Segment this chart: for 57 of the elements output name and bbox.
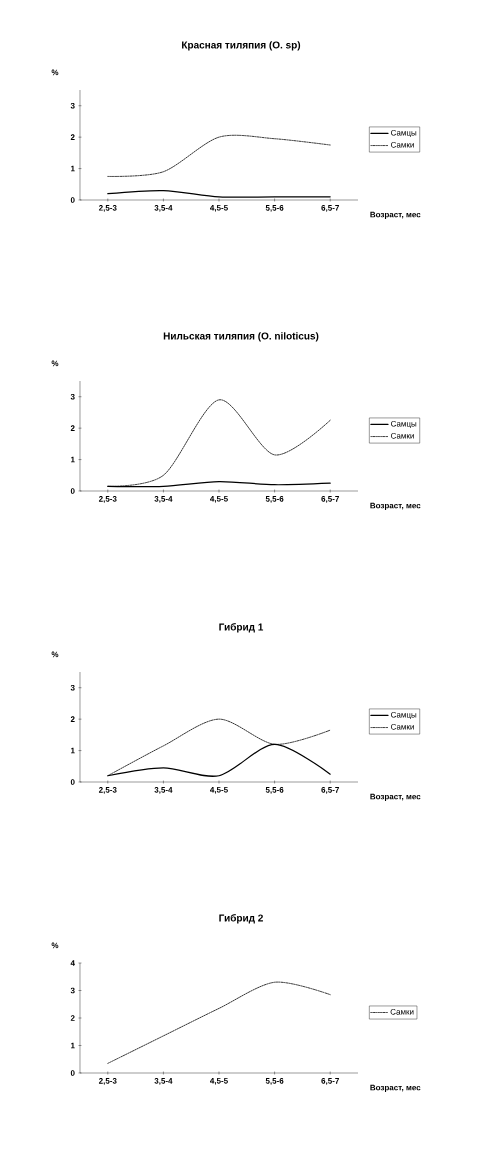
x-tick-label: 5,5-6 [265,205,284,212]
legend-label: Самки [391,724,414,730]
x-tick-label: 2,5-3 [98,496,117,503]
legend-label: Самки [390,1008,414,1015]
chart-title: Нильская тиляпия (O. niloticus) [163,332,319,342]
chart-title: Гибрид 1 [219,623,264,633]
x-tick-label: 4,5-5 [210,1078,228,1085]
x-tick-label: 5,5-6 [265,1078,284,1085]
x-tick-label: 3,5-4 [154,496,173,503]
y-tick-label: 1 [71,165,75,172]
legend-label: Самки [391,433,414,439]
x-tick-label: 2,5-3 [98,787,117,794]
y-tick-label: 2 [70,134,75,140]
x-tick-label: 2,5-3 [98,205,117,212]
y-tick-label: 0 [70,488,75,494]
legend-label: Самки [391,142,414,148]
x-axis-title: Возраст, мес [370,502,421,510]
x-tick-label: 5,5-6 [265,787,284,794]
x-tick-label: 4,5-5 [210,496,228,503]
y-tick-label: 3 [70,684,75,691]
y-axis-title: % [51,942,59,949]
y-tick-label: 4 [70,960,75,966]
x-tick-label: 2,5-3 [98,1078,117,1085]
legend-label: Самцы [391,711,417,720]
x-tick-label: 6,5-7 [321,787,339,794]
y-tick-label: 1 [71,747,75,754]
x-tick-label: 4,5-5 [210,205,228,212]
y-tick-label: 3 [70,987,75,994]
y-axis-title: % [51,651,59,658]
x-tick-label: 6,5-7 [321,496,339,503]
y-tick-label: 2 [70,716,75,722]
y-axis-title: % [51,360,59,367]
y-tick-label: 0 [70,1070,75,1076]
chart-title: Гибрид 2 [219,914,263,924]
y-axis-title: % [51,69,59,76]
y-tick-label: 2 [70,425,75,431]
chart-title: Красная тиляпия (O. sp) [182,41,301,51]
x-tick-label: 5,5-6 [265,496,284,503]
x-tick-label: 3,5-4 [154,1078,173,1085]
y-tick-label: 2 [70,1015,75,1021]
x-tick-label: 3,5-4 [154,787,173,794]
legend-label: Самцы [391,129,417,138]
y-tick-label: 1 [71,1042,75,1049]
x-axis-title: Возраст, мес [370,1084,421,1092]
y-tick-label: 0 [70,197,75,203]
x-tick-label: 3,5-4 [154,205,173,212]
x-tick-label: 6,5-7 [321,1078,339,1085]
y-tick-label: 3 [70,102,75,109]
x-tick-label: 4,5-5 [210,787,228,794]
legend-label: Самцы [391,420,417,429]
y-tick-label: 3 [70,393,75,400]
line-series [107,981,331,1064]
x-tick-label: 6,5-7 [321,205,339,212]
x-axis-title: Возраст, мес [370,211,421,219]
y-tick-label: 1 [71,456,75,463]
y-tick-label: 0 [70,779,75,785]
x-axis-title: Возраст, мес [370,793,421,801]
